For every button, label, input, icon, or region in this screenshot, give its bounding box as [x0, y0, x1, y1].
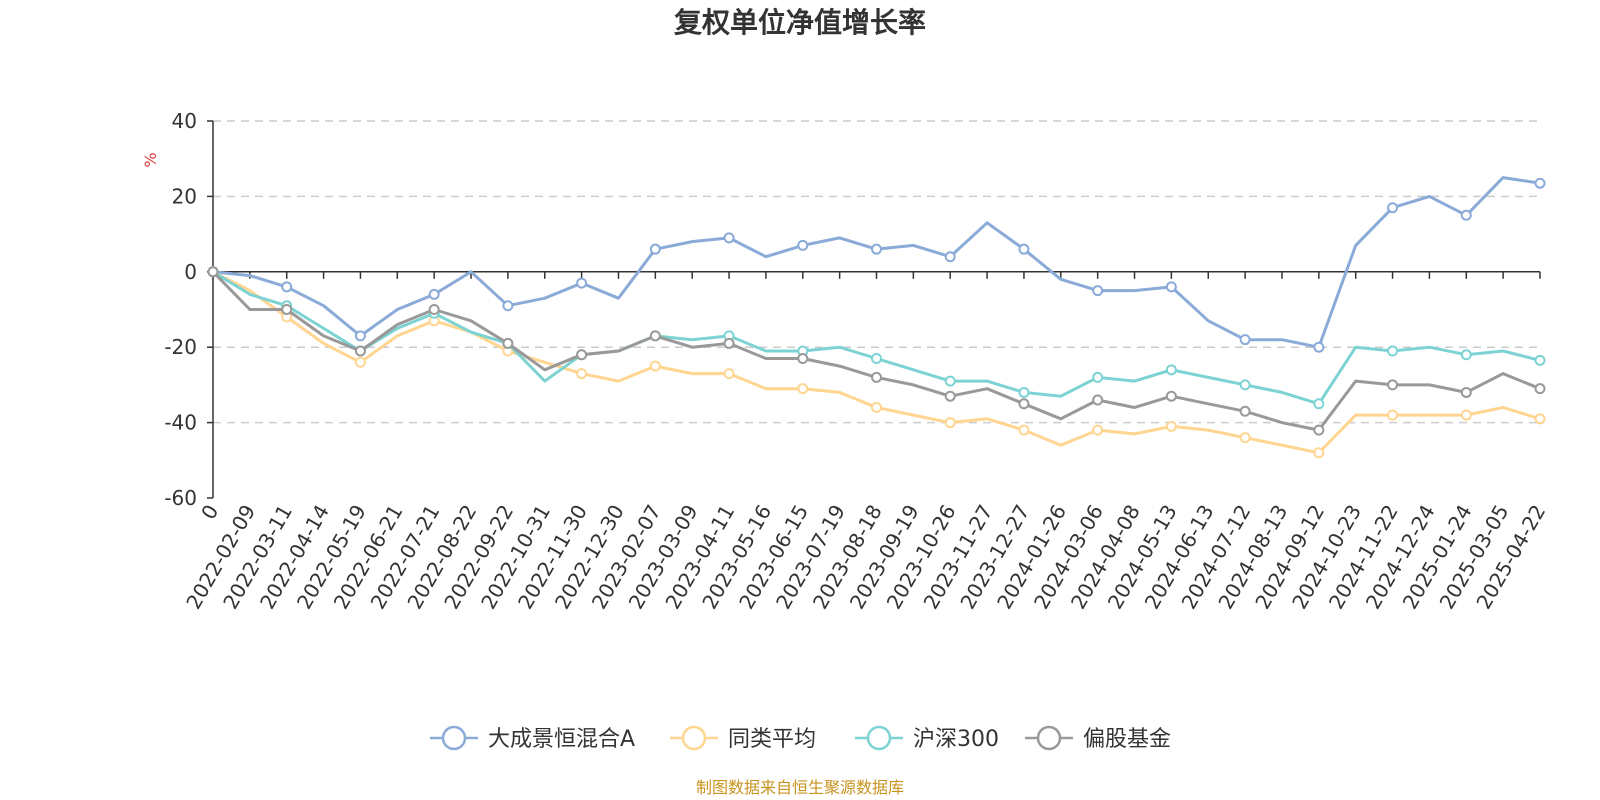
data-point [1313, 447, 1325, 459]
data-point [871, 402, 882, 414]
axes: 40200-20-40-6002022-02-092022-03-112022-… [164, 109, 1550, 613]
data-point [1460, 386, 1472, 398]
x-tick-label: 0 [196, 501, 223, 524]
data-point [1313, 398, 1325, 410]
data-point [1165, 281, 1177, 293]
legend-label: 大成景恒混合A [488, 727, 635, 752]
data-point [1387, 345, 1399, 357]
data-point [1460, 209, 1472, 221]
legend-label: 沪深300 [913, 727, 999, 752]
legend-label: 偏股基金 [1083, 727, 1171, 752]
data-point [1534, 177, 1546, 189]
source-note: 制图数据来自恒生聚源数据库 [696, 778, 904, 797]
y-tick-label: 0 [184, 260, 197, 284]
data-point [1018, 386, 1030, 398]
data-point [944, 390, 956, 402]
legend-marker [1036, 725, 1062, 751]
data-point [1460, 349, 1472, 361]
data-point [1165, 420, 1177, 432]
legend-item[interactable]: 沪深300 [855, 725, 999, 752]
series-2 [207, 266, 1546, 410]
legend-marker [441, 725, 467, 751]
series-3 [207, 266, 1546, 436]
data-point [1313, 424, 1325, 436]
legend-item[interactable]: 偏股基金 [1025, 725, 1171, 752]
data-point [1018, 424, 1030, 436]
data-point [1239, 334, 1251, 346]
data-point [576, 349, 588, 361]
legend-marker [681, 725, 707, 751]
data-point [723, 368, 735, 380]
data-point [649, 330, 661, 342]
chart-title: 复权单位净值增长率 [674, 6, 926, 39]
data-point [1239, 405, 1251, 417]
data-point [576, 277, 588, 289]
data-point [944, 251, 956, 263]
data-point [1239, 432, 1251, 444]
data-point [797, 353, 809, 365]
data-point [871, 353, 882, 365]
legend-label: 同类平均 [728, 727, 816, 752]
y-tick-label: -20 [164, 335, 197, 359]
series-0 [207, 176, 1546, 353]
data-point [1018, 243, 1030, 255]
data-point [1534, 413, 1546, 425]
data-point [354, 330, 366, 342]
legend-item[interactable]: 同类平均 [670, 725, 816, 752]
y-tick-label: 40 [172, 109, 197, 133]
data-point [797, 383, 809, 395]
data-point [1534, 354, 1546, 366]
data-point [871, 243, 882, 255]
data-point [1092, 285, 1104, 297]
data-point [576, 368, 588, 380]
data-point [1534, 383, 1546, 395]
data-point [1239, 379, 1251, 391]
y-tick-label: -60 [164, 486, 197, 510]
grid-lines [213, 120, 1540, 424]
data-point [502, 337, 514, 349]
data-point [428, 288, 440, 300]
data-point [723, 337, 735, 349]
data-point [1460, 409, 1472, 421]
data-point [354, 345, 366, 357]
series-line [212, 270, 1541, 406]
data-point [1387, 379, 1399, 391]
series-1 [207, 266, 1546, 459]
data-point [649, 360, 661, 372]
data-point [723, 232, 735, 244]
data-point [797, 239, 809, 251]
y-tick-label: -40 [164, 411, 197, 435]
data-point [944, 417, 956, 429]
data-point [944, 375, 956, 387]
y-tick-label: 20 [172, 184, 197, 208]
y-axis-unit: % [141, 152, 160, 167]
data-point [354, 356, 366, 368]
data-point [281, 304, 293, 315]
data-point [1092, 371, 1104, 383]
data-point [1313, 341, 1325, 353]
data-point [1165, 390, 1177, 402]
legend-marker [866, 725, 892, 751]
series-lines [207, 176, 1546, 459]
data-point [871, 371, 882, 383]
data-point [207, 266, 219, 278]
data-point [281, 281, 293, 293]
data-point [502, 300, 514, 312]
legend-item[interactable]: 大成景恒混合A [430, 725, 635, 752]
data-point [1018, 398, 1030, 410]
data-point [1092, 424, 1104, 436]
legend[interactable]: 大成景恒混合A 同类平均 沪深300 偏股基金 [430, 725, 1171, 752]
data-point [1387, 409, 1399, 421]
data-point [649, 243, 661, 255]
data-point [1092, 394, 1104, 406]
data-point [428, 304, 440, 315]
data-point [1387, 202, 1399, 214]
data-point [1165, 364, 1177, 376]
